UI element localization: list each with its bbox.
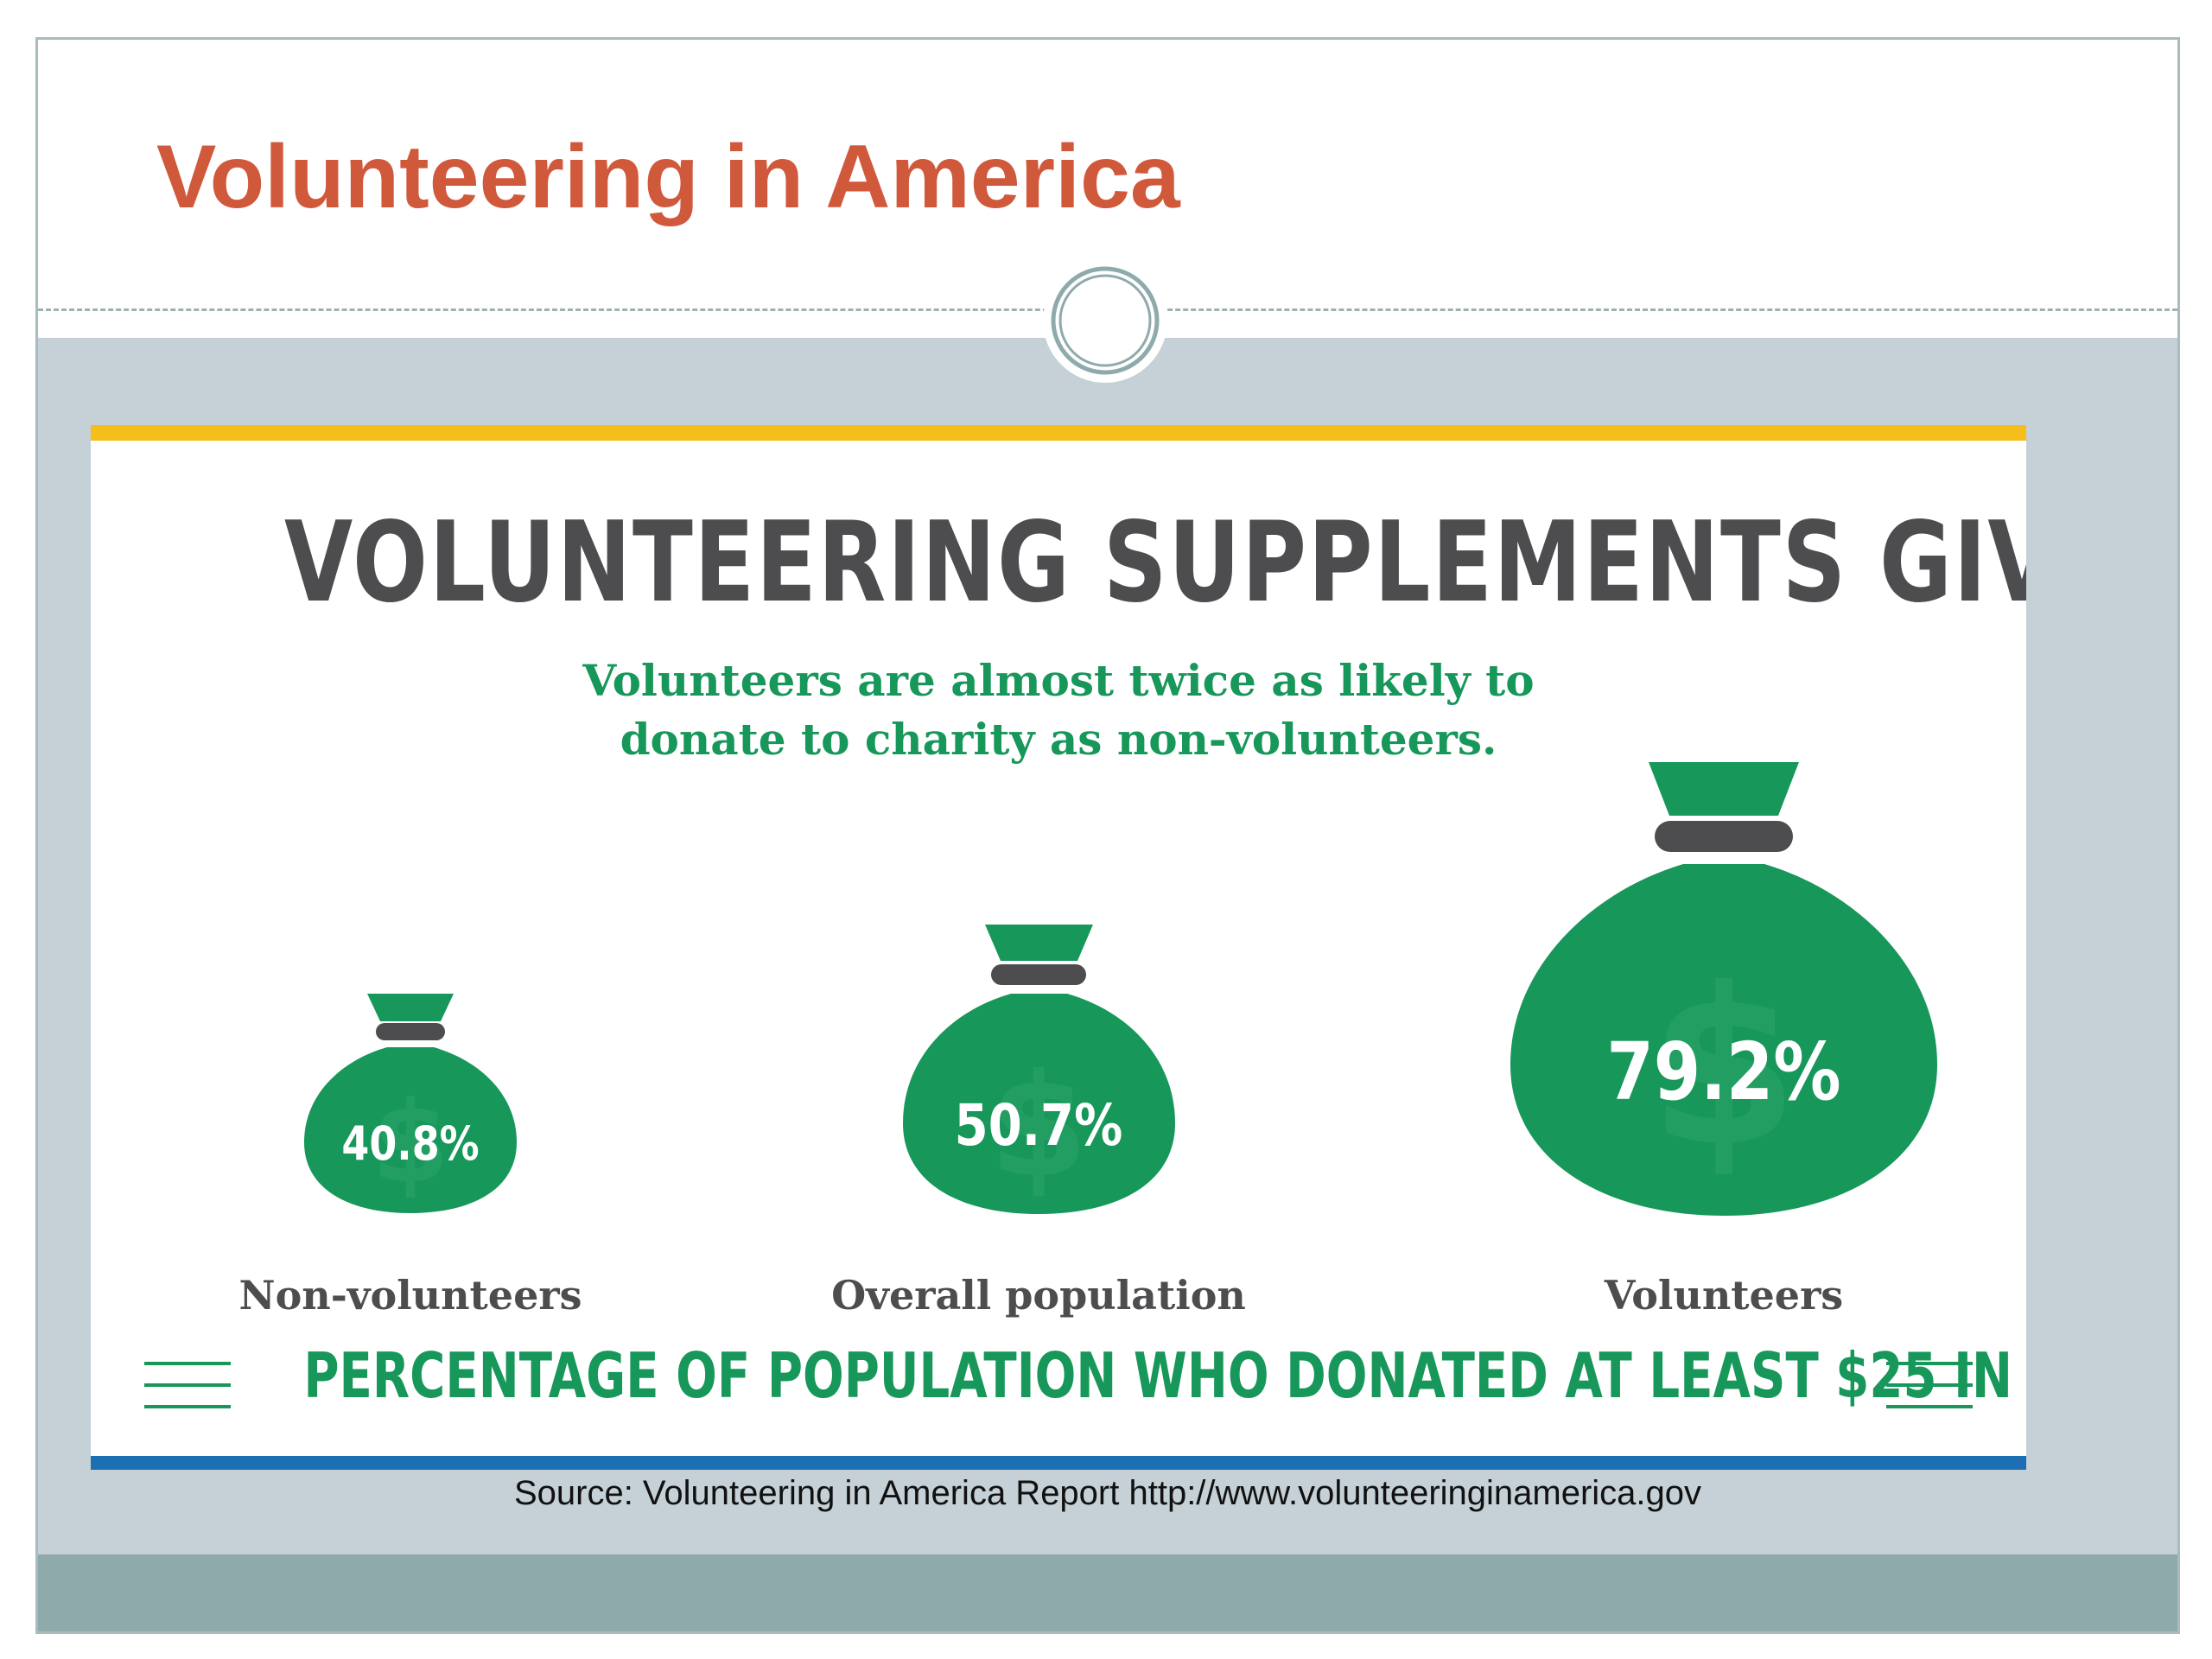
subtitle-line-1: Volunteers are almost twice as likely to (582, 655, 1535, 706)
slide: Volunteering in America VOLUNTEERING SUP… (35, 37, 2180, 1634)
money-bag-icon-non-volunteers: $ 40.8% (304, 994, 517, 1213)
bag-label-non-volunteers: Non-volunteers (238, 1272, 582, 1319)
bag-value-non-volunteers: 40.8% (341, 1116, 479, 1171)
lines-right-icon (1886, 1362, 1973, 1408)
bag-label-overall-population: Overall population (831, 1272, 1246, 1319)
bag-label-volunteers: Volunteers (1604, 1272, 1844, 1319)
circle-ornament-icon (1043, 258, 1167, 383)
lines-left-icon (144, 1362, 231, 1408)
footer-band (38, 1554, 2177, 1631)
infographic-bottom-bar (91, 1456, 2026, 1470)
svg-text:$: $ (372, 1077, 449, 1208)
bag-value-overall-population: 50.7% (955, 1093, 1123, 1160)
subtitle-line-2: donate to charity as non-volunteers. (620, 714, 1497, 765)
infographic-footer-caption: PERCENTAGE OF POPULATION WHO DONATED AT … (303, 1339, 2026, 1412)
slide-title: Volunteering in America (156, 127, 1180, 227)
bag-value-volunteers: 79.2% (1606, 1027, 1840, 1119)
svg-text:$: $ (1649, 942, 1799, 1193)
infographic-headline: VOLUNTEERING SUPPLEMENTS GIVING (284, 499, 2026, 627)
infographic-top-bar (91, 425, 2026, 441)
money-bag-icon-volunteers: $ 79.2% (1510, 762, 1937, 1216)
source-citation: Source: Volunteering in America Report h… (513, 1474, 1702, 1512)
money-bag-icon-overall-population: $ 50.7% (903, 925, 1175, 1214)
svg-text:$: $ (989, 1043, 1089, 1209)
infographic-subtitle: Volunteers are almost twice as likely to… (436, 652, 1681, 769)
infographic: VOLUNTEERING SUPPLEMENTS GIVING Voluntee… (91, 425, 2026, 1470)
